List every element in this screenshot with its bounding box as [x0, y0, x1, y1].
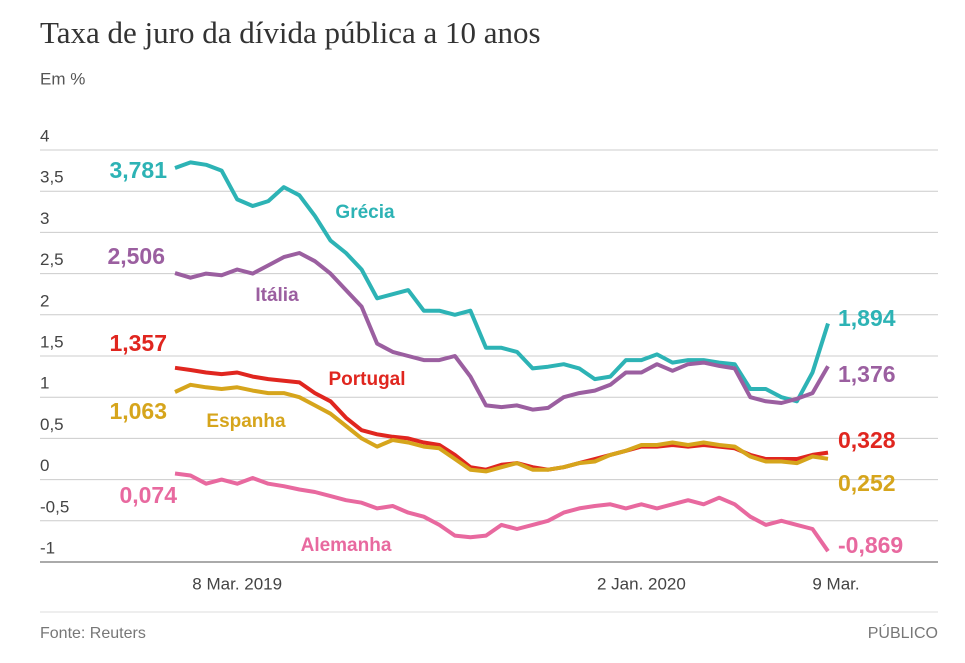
- y-tick-label: 0,5: [40, 415, 64, 434]
- x-tick-label: 2 Jan. 2020: [597, 574, 686, 593]
- y-tick-label: 0: [40, 456, 49, 475]
- value-label: 1,376: [838, 361, 896, 387]
- series-label: Itália: [255, 285, 299, 306]
- y-tick-label: -0,5: [40, 497, 69, 516]
- y-tick-label: 1,5: [40, 332, 64, 351]
- value-label: 0,074: [119, 482, 177, 508]
- x-tick-label: 9 Mar.: [812, 574, 859, 593]
- y-tick-label: 1: [40, 374, 49, 393]
- series-line: [174, 160, 830, 404]
- series-line: [174, 471, 830, 553]
- value-label: -0,869: [838, 532, 903, 558]
- publisher: PÚBLICO: [868, 623, 938, 642]
- value-label: 1,063: [109, 398, 167, 424]
- series-label: Portugal: [328, 369, 405, 390]
- y-tick-label: 2,5: [40, 250, 64, 269]
- series-line: [174, 251, 830, 412]
- series-label: Alemanha: [301, 535, 392, 556]
- value-label: 0,252: [838, 470, 896, 496]
- value-label: 1,894: [838, 305, 896, 331]
- series-label: Grécia: [335, 202, 395, 223]
- value-label: 0,328: [838, 427, 896, 453]
- x-tick-label: 8 Mar. 2019: [192, 574, 282, 593]
- source: Fonte: Reuters: [40, 625, 146, 642]
- value-label: 2,506: [107, 243, 165, 269]
- y-tick-label: 3,5: [40, 168, 64, 187]
- series-line: [174, 382, 829, 474]
- subtitle: Em %: [40, 69, 85, 88]
- y-tick-label: 4: [40, 126, 49, 145]
- y-tick-label: -1: [40, 538, 55, 557]
- series-label: Espanha: [206, 411, 286, 432]
- value-label: 3,781: [109, 157, 167, 183]
- chart-title: Taxa de juro da dívida pública a 10 anos: [40, 15, 541, 50]
- y-tick-label: 2: [40, 291, 49, 310]
- value-label: 1,357: [109, 330, 167, 356]
- y-tick-label: 3: [40, 209, 49, 228]
